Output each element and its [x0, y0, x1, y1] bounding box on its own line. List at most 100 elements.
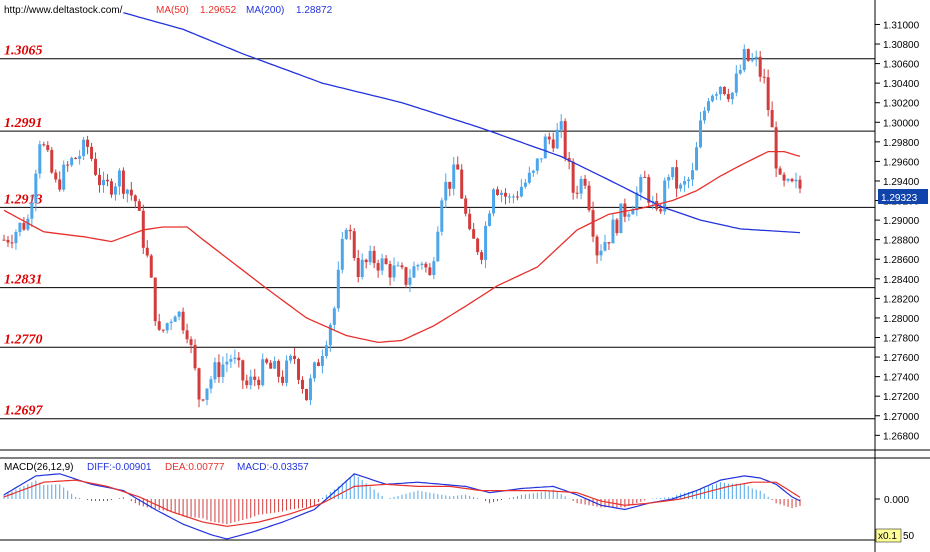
macd-value: MACD:-0.03357: [237, 462, 309, 473]
candle-body: [26, 218, 30, 230]
candle-body: [770, 110, 774, 128]
candle-body: [372, 250, 376, 264]
candle-body: [328, 324, 332, 346]
candle-body: [738, 70, 742, 74]
candle-body: [185, 330, 189, 340]
candle-body: [308, 378, 312, 401]
candle-body: [102, 179, 105, 186]
ma200-legend-label: MA(200): [246, 5, 284, 16]
candle-body: [742, 49, 746, 71]
candle-body: [2, 239, 6, 241]
level-label: 1.2831: [4, 273, 43, 288]
macd-dea-value: DEA:0.00777: [165, 462, 225, 473]
price-tick-label: 1.28000: [883, 314, 920, 325]
candle-body: [225, 361, 229, 365]
ma50-legend-label: MA(50): [156, 5, 189, 16]
macd-label: MACD(26,12,9): [4, 462, 73, 473]
candle-body: [133, 195, 137, 202]
price-tick-label: 1.29400: [883, 177, 920, 188]
candle-body: [301, 379, 304, 390]
candle-body: [277, 360, 281, 377]
candle-body: [722, 86, 726, 95]
candle-body: [750, 58, 754, 61]
candle-body: [30, 202, 34, 219]
candle-body: [659, 209, 663, 212]
level-label: 1.2770: [4, 332, 43, 347]
candle-body: [774, 127, 778, 169]
candle-body: [492, 189, 496, 214]
candle-body: [217, 362, 221, 377]
candle-body: [631, 210, 635, 215]
candle-body: [62, 164, 66, 190]
ma50-line: [3, 150, 801, 344]
candle-body: [647, 177, 651, 203]
candle-body: [316, 362, 320, 367]
candle-body: [82, 139, 86, 157]
candle-body: [42, 144, 46, 146]
candle-body: [46, 145, 50, 151]
price-tick-label: 1.29800: [883, 138, 920, 149]
candle-body: [380, 258, 384, 271]
ma200-line: [123, 12, 801, 234]
price-tick-label: 1.30600: [883, 60, 920, 71]
candle-body: [74, 157, 78, 159]
macd-diff-value: DIFF:-0.00901: [87, 462, 152, 473]
candle-body: [511, 196, 515, 198]
candle-body: [392, 265, 396, 278]
candle-body: [340, 238, 344, 270]
candle-body: [718, 86, 722, 95]
candle-body: [201, 399, 205, 401]
candle-body: [627, 214, 631, 217]
current-price-tag: [878, 189, 928, 204]
candle-body: [66, 164, 70, 166]
candle-body: [336, 269, 340, 309]
candle-body: [90, 146, 94, 159]
candle-body: [595, 236, 599, 256]
candle-body: [34, 173, 38, 203]
price-tick-label: 1.27200: [883, 392, 920, 403]
candle-body: [189, 339, 193, 345]
candle-body: [229, 359, 233, 362]
candle-body: [98, 174, 102, 186]
candle-body: [448, 181, 452, 189]
candle-body: [623, 203, 627, 217]
price-tick-label: 1.30000: [883, 118, 920, 129]
candle-body: [679, 184, 683, 189]
price-tick-label: 1.30400: [883, 79, 920, 90]
candle-body: [583, 178, 587, 186]
candle-body: [257, 379, 261, 386]
candle-body: [440, 200, 444, 232]
candle-body: [603, 242, 607, 251]
candle-body: [233, 357, 237, 360]
candle-body: [699, 120, 702, 148]
candle-body: [193, 344, 197, 369]
candle-body: [730, 92, 734, 100]
candle-body: [281, 376, 285, 383]
candle-body: [94, 158, 98, 175]
candle-body: [607, 242, 611, 244]
candle-body: [396, 265, 400, 267]
candle-body: [695, 147, 699, 171]
candle-body: [710, 95, 714, 102]
candle-body: [412, 266, 416, 278]
candle-body: [615, 219, 619, 234]
candle-body: [754, 56, 758, 59]
candle-body: [758, 56, 762, 77]
candle-body: [663, 180, 667, 212]
current-price-value: 1.29323: [881, 193, 918, 204]
candle-body: [531, 170, 535, 173]
candle-body: [611, 219, 615, 244]
candle-body: [635, 192, 639, 211]
candle-body: [575, 192, 579, 194]
candle-body: [555, 129, 559, 149]
candle-body: [261, 359, 265, 386]
candle-body: [507, 196, 511, 198]
candle-body: [766, 77, 770, 111]
candle-body: [320, 356, 324, 367]
candle-body: [177, 311, 181, 317]
candle-body: [444, 181, 448, 201]
price-axis: 1.31000 1.30800 1.30600 1.30400 1.30200 1.300…: [875, 20, 920, 442]
candle-body: [500, 192, 503, 195]
